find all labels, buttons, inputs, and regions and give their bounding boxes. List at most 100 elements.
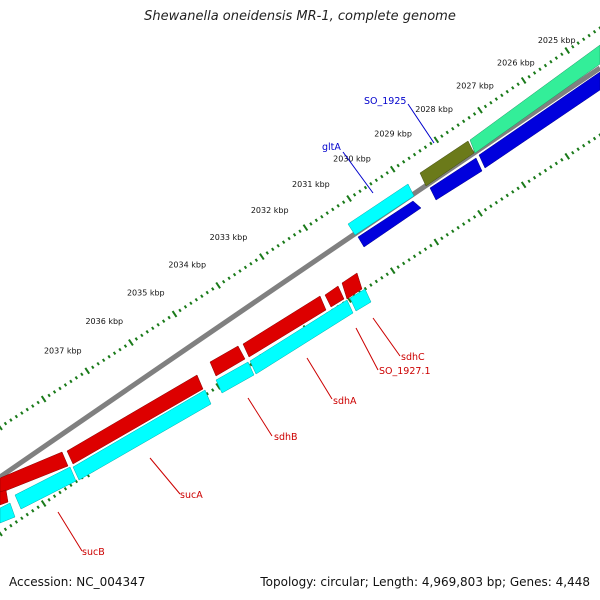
inner-tick <box>516 186 520 191</box>
outer-tick <box>467 115 471 120</box>
cds-left-edge[interactable] <box>0 489 9 506</box>
gene-left-edge[interactable] <box>0 502 16 524</box>
gene-sucA[interactable] <box>72 389 212 481</box>
gene-sdhA[interactable] <box>249 299 354 375</box>
accession-text: Accession: NC_004347 <box>9 575 146 589</box>
outer-tick <box>429 141 433 146</box>
inner-tick <box>369 283 373 287</box>
outer-tick <box>74 376 79 380</box>
outer-tick <box>527 74 531 79</box>
outer-tick <box>221 279 226 284</box>
inner-tick <box>505 193 509 198</box>
outer-tick <box>140 333 144 338</box>
outer-tick <box>211 287 215 291</box>
outer-tick <box>532 71 537 75</box>
outer-tick <box>581 37 586 42</box>
inner-tick <box>483 207 488 212</box>
label-gltA[interactable]: gltA <box>322 142 341 153</box>
outer-tick <box>194 297 199 302</box>
tick-labels: 2025 kbp 2026 kbp 2027 kbp 2028 kbp 2029 kbp… <box>44 36 576 356</box>
label-sdhB[interactable]: sdhB <box>274 432 298 443</box>
tick-label: 2032 kbp <box>251 206 289 215</box>
tick-label: 2030 kbp <box>333 154 371 163</box>
outer-tick <box>456 123 460 127</box>
inner-tick <box>538 172 542 176</box>
outer-tick <box>407 156 411 161</box>
outer-tick <box>20 411 24 415</box>
inner-tick <box>423 247 428 251</box>
inner-tick <box>451 229 455 234</box>
cds-SO_1925[interactable] <box>478 71 600 169</box>
cds-sdhC[interactable] <box>341 272 363 300</box>
gene-gltA[interactable] <box>347 183 415 236</box>
gene-olive-SO_1925[interactable] <box>419 140 475 187</box>
inner-tick <box>47 498 51 502</box>
outer-tick <box>325 211 329 215</box>
outer-tick <box>477 106 483 114</box>
outer-tick <box>516 82 520 86</box>
inner-tick <box>571 150 575 155</box>
gene-sdhB[interactable] <box>215 361 255 394</box>
inner-tick <box>581 143 586 148</box>
cds-gltA[interactable] <box>357 200 422 248</box>
label-SO_1925[interactable]: SO_1925 <box>364 96 406 107</box>
outer-tick <box>31 404 35 408</box>
tick-label: 2029 kbp <box>374 129 412 138</box>
outer-tick <box>183 305 188 309</box>
outer-tick <box>554 56 559 60</box>
outer-tick <box>489 100 493 105</box>
cds-sucB[interactable] <box>0 451 69 494</box>
outer-tick <box>369 182 373 186</box>
outer-tick <box>200 294 204 298</box>
label-sdhC[interactable]: sdhC <box>401 352 425 363</box>
inner-tick <box>489 204 493 208</box>
outer-tick <box>156 322 160 327</box>
cds-sdhB[interactable] <box>209 345 246 377</box>
leader-lines <box>57 103 435 552</box>
label-sucB[interactable]: sucB <box>82 547 105 558</box>
outer-tick <box>189 301 193 306</box>
inner-tick <box>554 161 559 166</box>
outer-tick <box>346 195 352 202</box>
inner-tick <box>31 509 35 513</box>
inner-tick <box>380 276 384 280</box>
inner-tick <box>401 261 406 266</box>
outer-tick <box>271 247 275 252</box>
inner-tick <box>440 236 444 241</box>
inner-tick <box>20 516 24 521</box>
label-SO_1927[interactable]: SO_1927.1 <box>379 366 431 377</box>
inner-tick <box>63 487 68 491</box>
inner-tick <box>418 250 422 255</box>
cds-sucA[interactable] <box>66 374 204 465</box>
outer-tick <box>58 386 62 391</box>
outer-tick <box>80 372 84 377</box>
cds-olive-partner[interactable] <box>429 157 483 201</box>
outer-tick <box>123 344 128 348</box>
outer-tick <box>564 47 571 54</box>
outer-tick <box>374 178 379 183</box>
gene-sdhC[interactable] <box>349 288 372 312</box>
map-title: Shewanella oneidensis MR-1, complete gen… <box>144 9 456 24</box>
inner-tick <box>69 483 73 487</box>
outer-tick <box>418 149 422 153</box>
inner-tick <box>598 133 600 137</box>
cds-SO_1927[interactable] <box>324 285 345 308</box>
cds-sdhA[interactable] <box>242 295 327 358</box>
outer-tick <box>500 93 504 98</box>
gene-green-SO_1925[interactable] <box>469 44 600 154</box>
outer-tick <box>401 160 406 164</box>
gene-sucB[interactable] <box>14 466 77 510</box>
inner-tick <box>587 140 591 144</box>
inner-tick <box>543 168 548 173</box>
outer-tick <box>14 414 19 419</box>
inner-tick <box>40 500 47 507</box>
outer-tick <box>232 272 237 277</box>
label-sdhA[interactable]: sdhA <box>333 396 357 407</box>
label-sucA[interactable]: sucA <box>180 490 203 501</box>
outer-tick <box>134 337 139 341</box>
outer-tick <box>69 379 73 384</box>
inner-tick <box>549 165 553 169</box>
outer-tick <box>96 361 100 366</box>
outer-tick <box>63 383 68 387</box>
inner-tick <box>527 179 531 183</box>
